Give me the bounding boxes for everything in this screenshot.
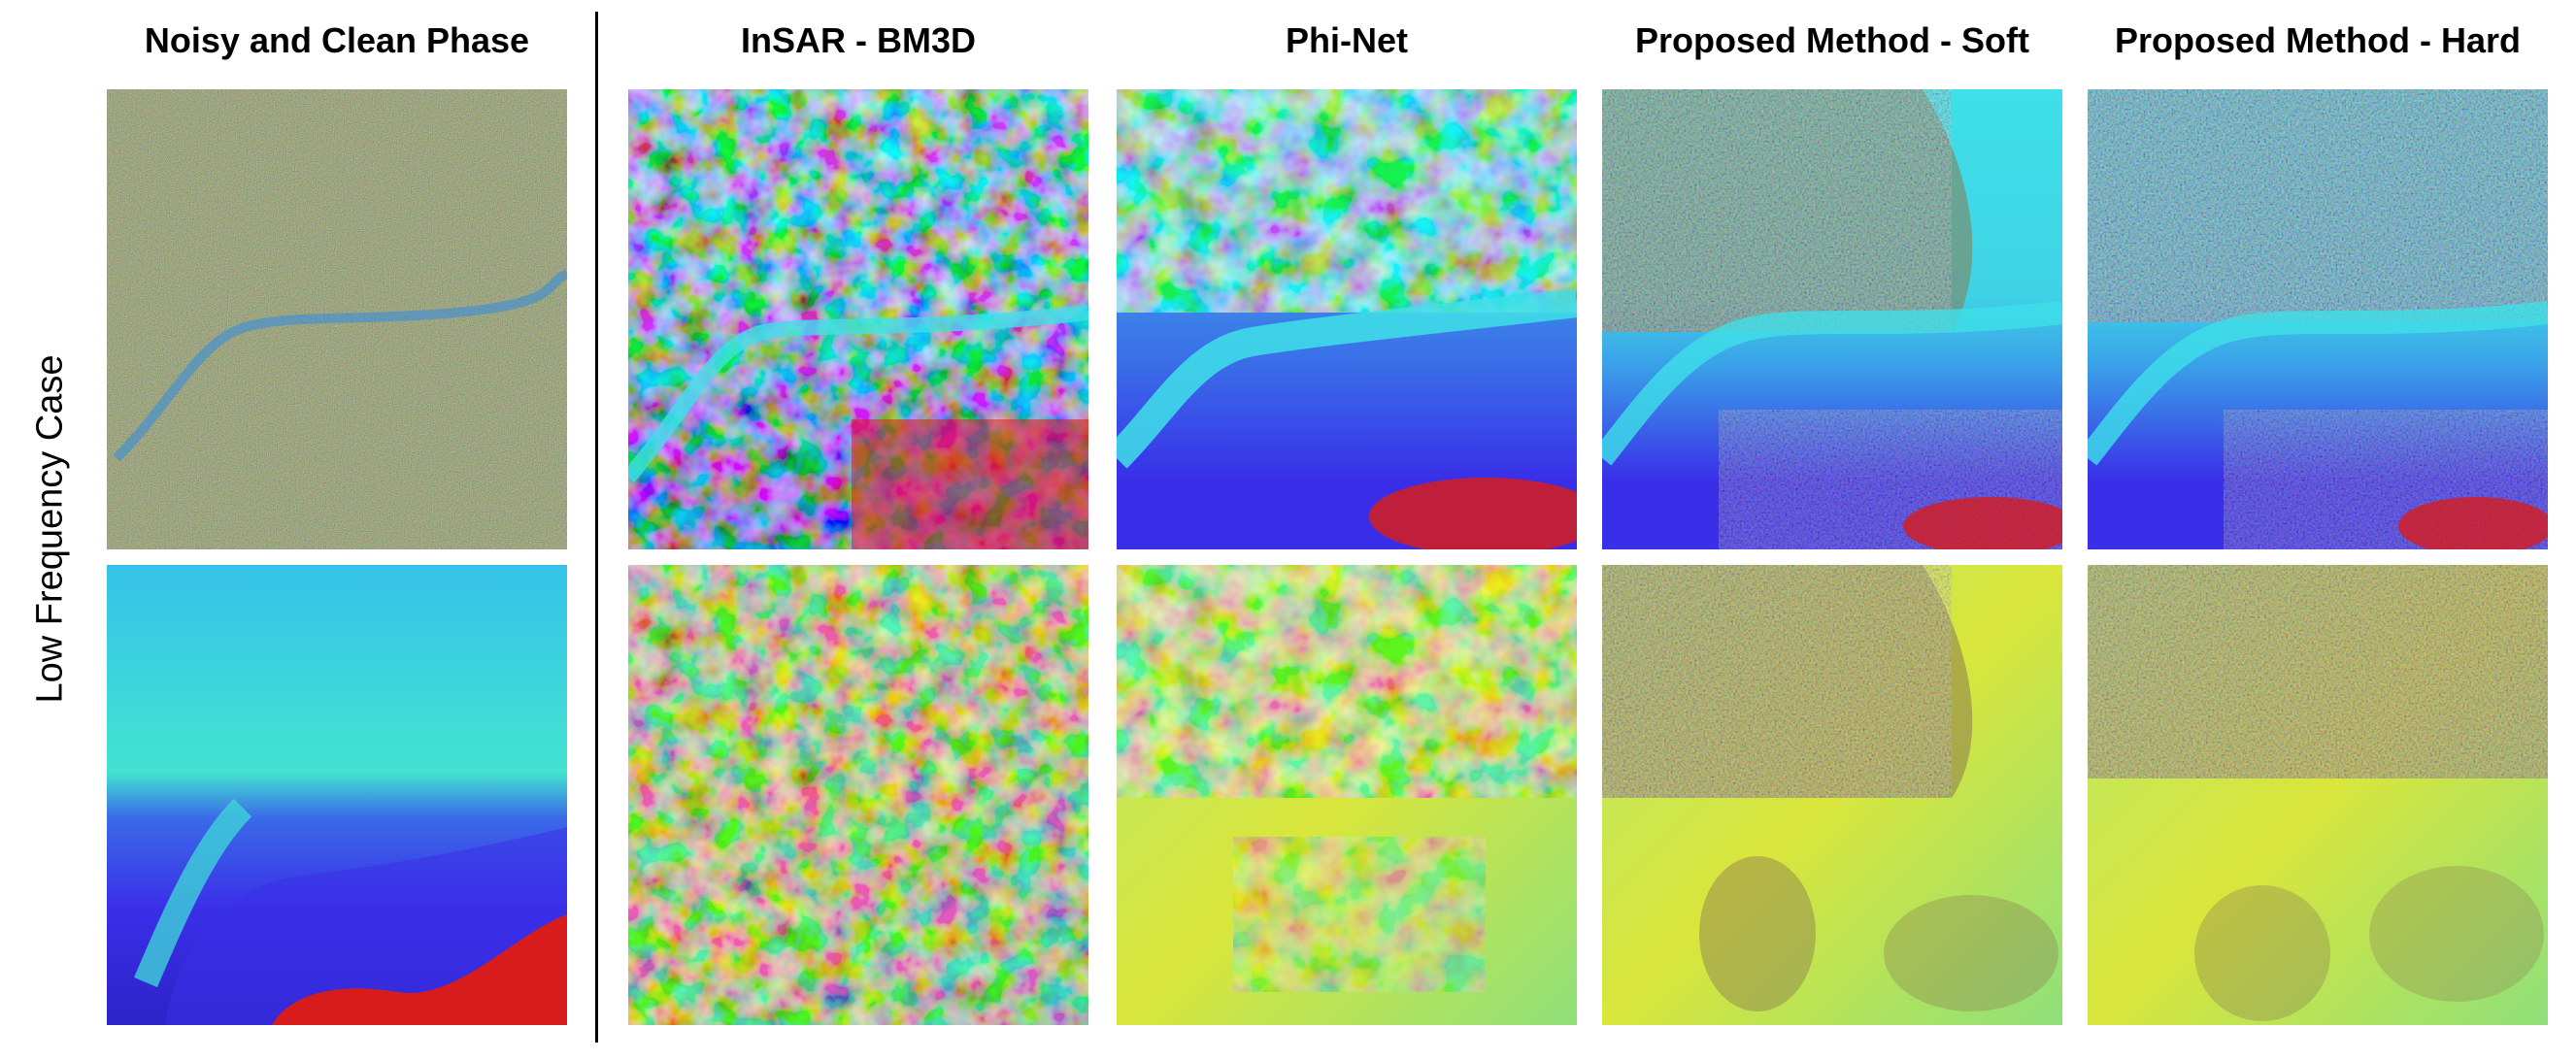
noisy-phase-image: [107, 89, 567, 549]
tile-phi-net-top: [1117, 89, 1577, 549]
tile-proposed-soft-top: [1602, 89, 2062, 549]
tile-noisy-phase: [107, 89, 567, 549]
tile-proposed-soft-bottom: [1602, 565, 2062, 1025]
tile-proposed-hard-top: [2088, 89, 2548, 549]
phi-net-top-image: [1117, 89, 1577, 549]
insar-bm3d-bottom-image: [628, 565, 1088, 1025]
column-title-insar-bm3d: InSAR - BM3D: [741, 20, 976, 60]
phi-net-bottom-image: [1117, 565, 1577, 1025]
row-label-text: Low Frequency Case: [29, 354, 71, 704]
proposed-soft-top-image: [1602, 89, 2062, 549]
tile-insar-bm3d-top: [628, 89, 1088, 549]
column-title-proposed-soft: Proposed Method - Soft: [1635, 20, 2029, 60]
clean-phase-image: [107, 565, 567, 1025]
column-title-noisy-clean: Noisy and Clean Phase: [144, 20, 530, 60]
tile-clean-phase: [107, 565, 567, 1025]
proposed-soft-bottom-image: [1602, 565, 2062, 1025]
tile-proposed-hard-bottom: [2088, 565, 2548, 1025]
column-divider: [595, 12, 598, 1043]
tile-phi-net-bottom: [1117, 565, 1577, 1025]
tile-insar-bm3d-bottom: [628, 565, 1088, 1025]
proposed-hard-bottom-image: [2088, 565, 2548, 1025]
insar-bm3d-top-image: [628, 89, 1088, 549]
column-title-phi-net: Phi-Net: [1286, 20, 1408, 60]
column-title-proposed-hard: Proposed Method - Hard: [2114, 20, 2521, 60]
proposed-hard-top-image: [2088, 89, 2548, 549]
